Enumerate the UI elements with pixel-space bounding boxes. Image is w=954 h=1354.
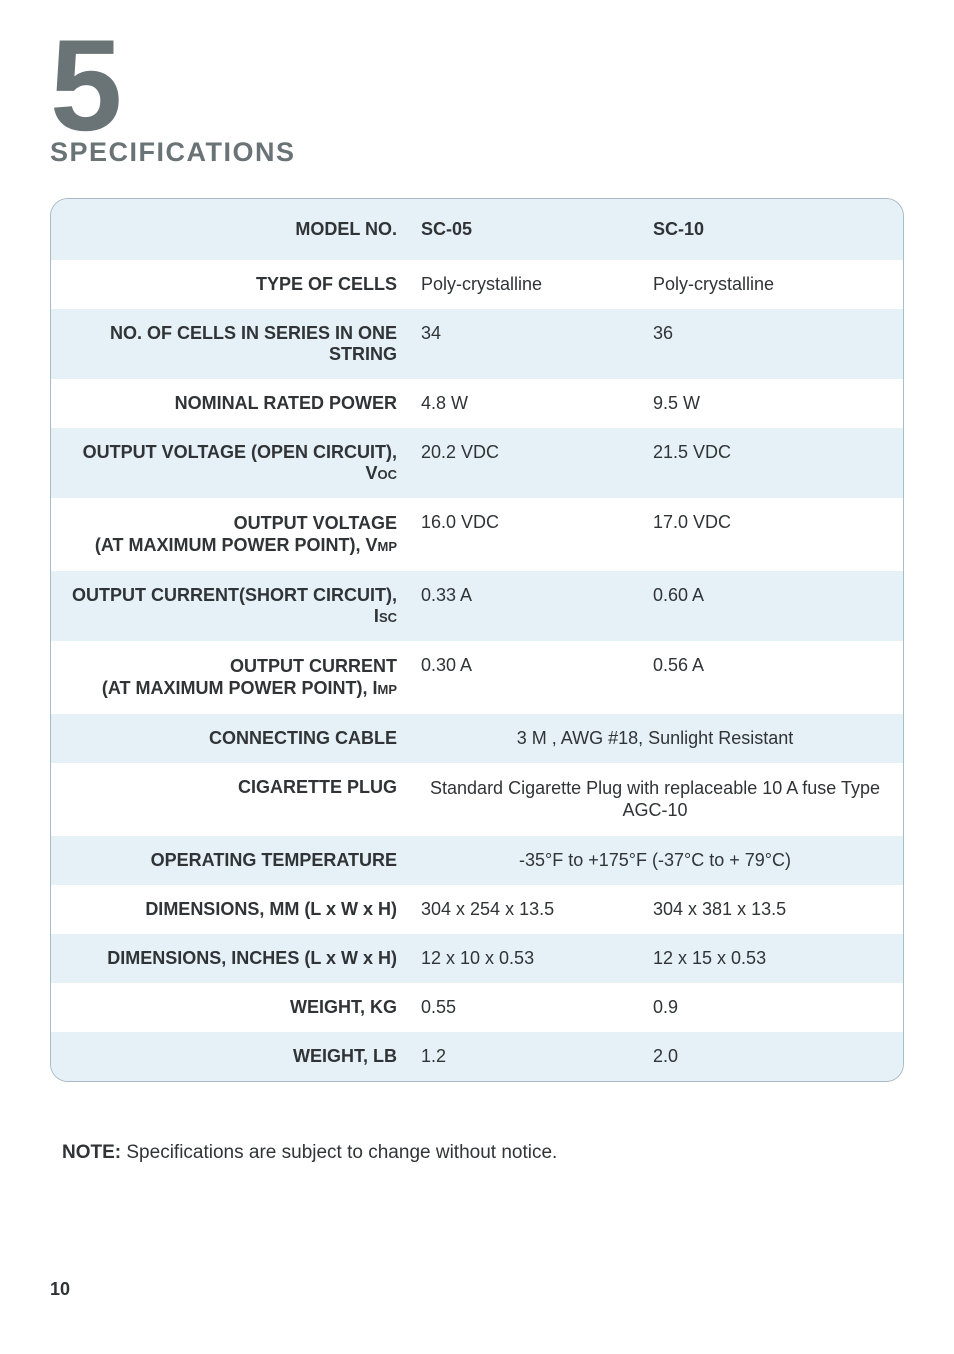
row-label: WEIGHT, LB xyxy=(51,1032,407,1081)
row-value-merged: Standard Cigarette Plug with replaceable… xyxy=(407,763,903,836)
row-value-b: Poly-crystalline xyxy=(639,260,903,309)
row-label: OUTPUT VOLTAGE (OPEN CIRCUIT), VOC xyxy=(51,428,407,498)
table-row: OUTPUT CURRENT(SHORT CIRCUIT), ISC0.33 A… xyxy=(51,571,903,641)
row-value-a: 20.2 VDC xyxy=(407,428,639,498)
note-label: NOTE: xyxy=(62,1142,121,1163)
row-value-b: 0.60 A xyxy=(639,571,903,641)
row-value-a: 34 xyxy=(407,309,639,379)
row-value-merged: 3 M , AWG #18, Sunlight Resistant xyxy=(407,714,903,763)
row-label: OUTPUT CURRENT(AT MAXIMUM POWER POINT), … xyxy=(51,641,407,714)
row-value-a: 4.8 W xyxy=(407,379,639,428)
table-row: WEIGHT, LB1.22.0 xyxy=(51,1032,903,1081)
row-label: NOMINAL RATED POWER xyxy=(51,379,407,428)
row-label: DIMENSIONS, MM (L x W x H) xyxy=(51,885,407,934)
row-value-b: 0.9 xyxy=(639,983,903,1032)
chapter-number: 5 xyxy=(50,30,904,141)
row-label: TYPE OF CELLS xyxy=(51,260,407,309)
row-label: DIMENSIONS, INCHES (L x W x H) xyxy=(51,934,407,983)
row-label: OUTPUT VOLTAGE(AT MAXIMUM POWER POINT), … xyxy=(51,498,407,571)
table-header-row: MODEL NO. SC-05 SC-10 xyxy=(51,199,903,260)
row-label: WEIGHT, KG xyxy=(51,983,407,1032)
table-row: NOMINAL RATED POWER4.8 W9.5 W xyxy=(51,379,903,428)
row-value-b: 21.5 VDC xyxy=(639,428,903,498)
table-row: CONNECTING CABLE3 M , AWG #18, Sunlight … xyxy=(51,714,903,763)
row-value-b: 304 x 381 x 13.5 xyxy=(639,885,903,934)
header-model-a: SC-05 xyxy=(407,199,639,260)
section-title: SPECIFICATIONS xyxy=(50,137,904,168)
row-value-b: 12 x 15 x 0.53 xyxy=(639,934,903,983)
row-value-b: 2.0 xyxy=(639,1032,903,1081)
table-row: OUTPUT VOLTAGE(AT MAXIMUM POWER POINT), … xyxy=(51,498,903,571)
table-row: DIMENSIONS, MM (L x W x H)304 x 254 x 13… xyxy=(51,885,903,934)
row-value-a: 304 x 254 x 13.5 xyxy=(407,885,639,934)
table-row: CIGARETTE PLUGStandard Cigarette Plug wi… xyxy=(51,763,903,836)
row-value-b: 0.56 A xyxy=(639,641,903,714)
row-value-a: 12 x 10 x 0.53 xyxy=(407,934,639,983)
row-value-merged: -35°F to +175°F (-37°C to + 79°C) xyxy=(407,836,903,885)
table-row: WEIGHT, KG0.550.9 xyxy=(51,983,903,1032)
table-row: OUTPUT VOLTAGE (OPEN CIRCUIT), VOC20.2 V… xyxy=(51,428,903,498)
table-row: TYPE OF CELLSPoly-crystallinePoly-crysta… xyxy=(51,260,903,309)
row-label: CIGARETTE PLUG xyxy=(51,763,407,836)
row-value-a: 0.55 xyxy=(407,983,639,1032)
row-value-b: 36 xyxy=(639,309,903,379)
row-value-a: 1.2 xyxy=(407,1032,639,1081)
row-value-b: 17.0 VDC xyxy=(639,498,903,571)
header-model-b: SC-10 xyxy=(639,199,903,260)
row-value-a: 16.0 VDC xyxy=(407,498,639,571)
row-label: OUTPUT CURRENT(SHORT CIRCUIT), ISC xyxy=(51,571,407,641)
row-label: OPERATING TEMPERATURE xyxy=(51,836,407,885)
table-row: DIMENSIONS, INCHES (L x W x H)12 x 10 x … xyxy=(51,934,903,983)
row-value-a: Poly-crystalline xyxy=(407,260,639,309)
row-value-a: 0.33 A xyxy=(407,571,639,641)
note-text: Specifications are subject to change wit… xyxy=(121,1142,557,1163)
row-value-a: 0.30 A xyxy=(407,641,639,714)
row-value-b: 9.5 W xyxy=(639,379,903,428)
row-label: NO. OF CELLS IN SERIES IN ONE STRING xyxy=(51,309,407,379)
table-row: OUTPUT CURRENT(AT MAXIMUM POWER POINT), … xyxy=(51,641,903,714)
row-label: CONNECTING CABLE xyxy=(51,714,407,763)
specifications-table: MODEL NO. SC-05 SC-10 TYPE OF CELLSPoly-… xyxy=(50,198,904,1082)
table-row: OPERATING TEMPERATURE-35°F to +175°F (-3… xyxy=(51,836,903,885)
note-block: NOTE: Specifications are subject to chan… xyxy=(62,1142,904,1164)
page-number: 10 xyxy=(50,1279,70,1300)
table-row: NO. OF CELLS IN SERIES IN ONE STRING3436 xyxy=(51,309,903,379)
header-label-cell: MODEL NO. xyxy=(51,199,407,260)
